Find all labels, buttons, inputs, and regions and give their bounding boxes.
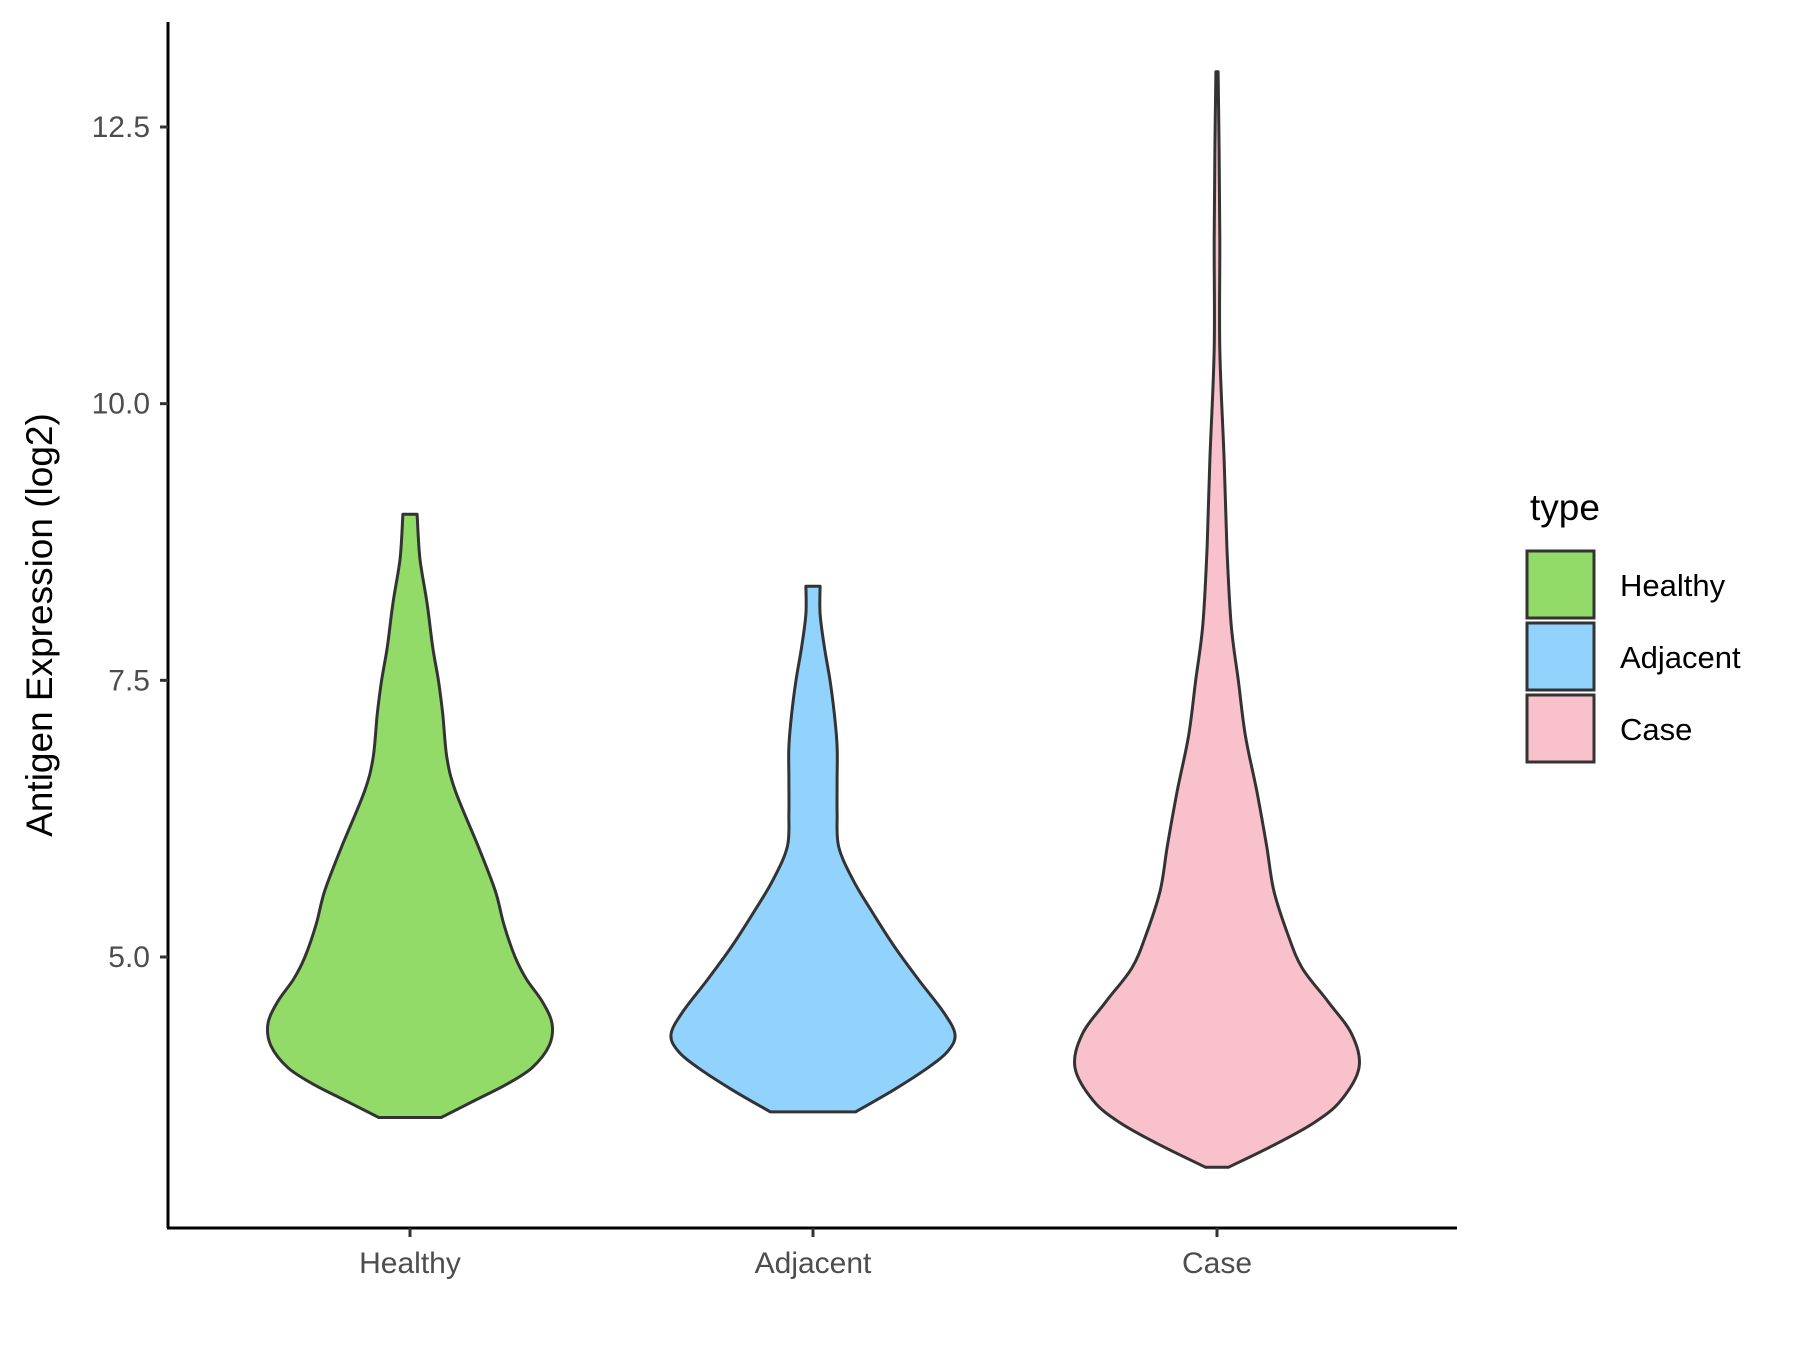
x-axis-ticks: Healthy Adjacent Case (359, 1228, 1252, 1280)
x-tick-label-adjacent: Adjacent (755, 1247, 872, 1280)
y-axis-ticks: 5.0 7.5 10.0 12.5 (92, 111, 168, 974)
legend: type Healthy Adjacent Case (1525, 487, 1741, 764)
y-tick-label-12-5: 12.5 (92, 111, 150, 144)
legend-entries: Healthy Adjacent Case (1525, 549, 1741, 764)
legend-key-healthy (1525, 549, 1596, 620)
y-axis-title: Antigen Expression (log2) (19, 413, 60, 837)
violin-layer (265, 70, 1361, 1169)
legend-key-case (1525, 693, 1596, 764)
violin-healthy (265, 512, 555, 1119)
y-tick-label-7-5: 7.5 (108, 664, 150, 697)
legend-label-adjacent: Adjacent (1620, 640, 1741, 675)
legend-key-adjacent (1525, 621, 1596, 692)
legend-title: type (1530, 487, 1600, 528)
y-tick-label-10-0: 10.0 (92, 388, 150, 421)
x-tick-label-case: Case (1182, 1247, 1252, 1280)
legend-label-case: Case (1620, 712, 1692, 747)
x-tick-label-healthy: Healthy (359, 1247, 461, 1280)
violin-case (1073, 70, 1361, 1169)
y-tick-label-5-0: 5.0 (108, 941, 150, 974)
violin-adjacent (669, 584, 957, 1114)
legend-label-healthy: Healthy (1620, 568, 1726, 603)
